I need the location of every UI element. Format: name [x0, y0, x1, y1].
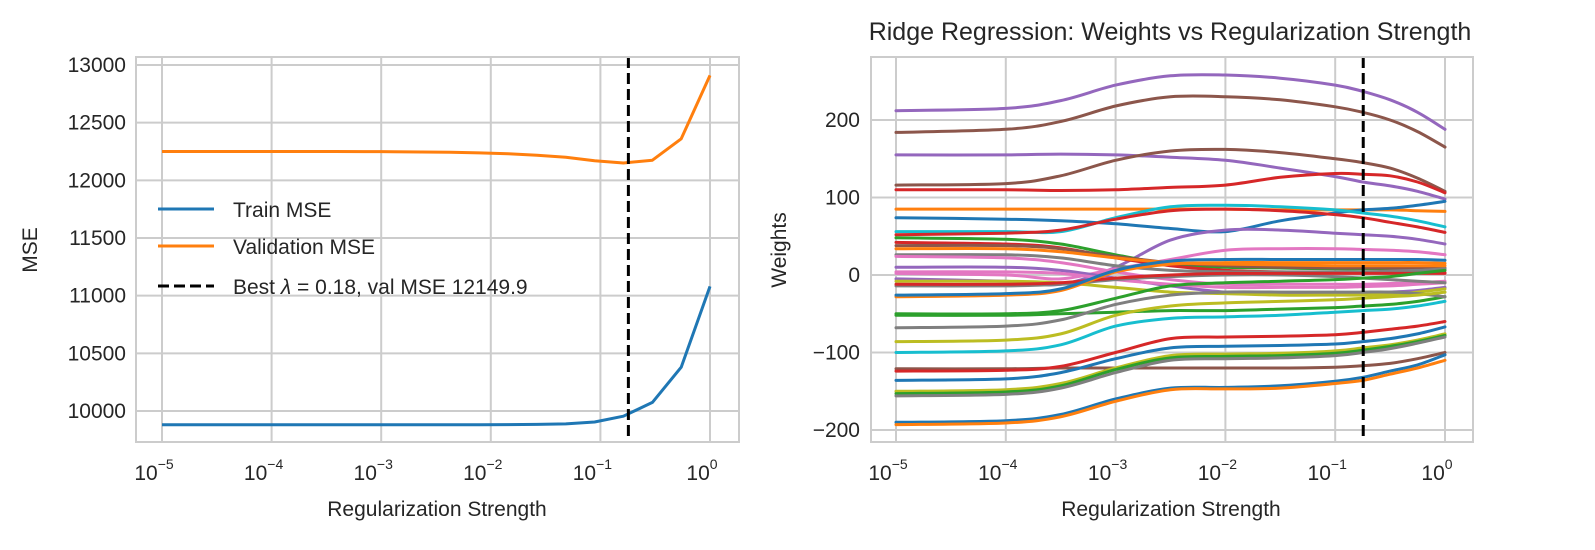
right-y-ticks: −200 −100 0 100 200: [813, 109, 860, 442]
y-tick-label: 0: [848, 264, 860, 287]
y-tick-label: 100: [825, 187, 860, 210]
x-tick-label: 10−1: [1308, 456, 1348, 485]
x-tick-label: 10−4: [244, 456, 284, 485]
weight-path-35: [894, 353, 1447, 424]
x-tick-label: 10−4: [978, 456, 1018, 485]
left-y-ticks: 10000 10500 11000 11500 12000 12500 13000: [68, 54, 126, 423]
y-tick-label: 200: [825, 109, 860, 132]
weight-path-14: [894, 246, 1447, 268]
x-tick-label: 10−3: [354, 456, 394, 485]
x-tick-label: 100: [686, 456, 717, 485]
weight-path-0: [894, 73, 1447, 131]
weight-path-23: [894, 257, 1447, 297]
weight-path-22: [894, 260, 1447, 299]
left-series: [162, 74, 712, 427]
left-x-ticks: 10−5 10−4 10−3 10−2 10−1 100: [134, 456, 717, 485]
x-tick-label: 10−3: [1088, 456, 1128, 485]
weight-path-31: [894, 325, 1447, 382]
legend-label-best: Best λ = 0.18, val MSE 12149.9: [233, 276, 528, 299]
right-y-axis-label: Weights: [768, 212, 791, 287]
weight-path-30: [894, 320, 1447, 373]
x-tick-label: 10−5: [868, 456, 908, 485]
weight-path-2: [894, 152, 1447, 201]
weight-path-18: [894, 270, 1447, 290]
legend-label-train: Train MSE: [233, 199, 331, 222]
weight-path-33: [894, 333, 1447, 396]
weight-path-24: [894, 268, 1447, 316]
right-chart-title: Ridge Regression: Weights vs Regularizat…: [869, 18, 1472, 46]
weight-path-4: [894, 171, 1447, 195]
weight-path-25: [894, 295, 1447, 317]
weight-path-26: [894, 290, 1447, 330]
y-tick-label: 10500: [68, 342, 126, 365]
y-tick-label: 11500: [69, 227, 126, 250]
left-x-axis-label: Regularization Strength: [327, 498, 546, 521]
weight-path-34: [894, 335, 1447, 398]
y-tick-label: 10000: [68, 400, 126, 423]
x-tick-label: 10−2: [1198, 456, 1238, 485]
y-tick-label: 13000: [68, 54, 126, 77]
right-axes-frame: [870, 56, 1474, 443]
y-tick-label: 11000: [69, 285, 126, 308]
left-y-axis-label: MSE: [19, 227, 42, 273]
weight-path-19: [894, 279, 1447, 297]
mse-chart: 10−5 10−4 10−3 10−2 10−1 100 1000010500110001…: [19, 54, 740, 521]
weight-path-8: [894, 207, 1447, 237]
left-axes-frame: [135, 56, 740, 443]
weight-path-16: [894, 254, 1447, 287]
weight-path-3: [894, 147, 1447, 193]
weight-path-36: [894, 358, 1447, 427]
y-tick-label: −100: [813, 342, 860, 365]
left-series-line-train: [162, 285, 712, 427]
right-x-axis-label: Regularization Strength: [1061, 498, 1280, 521]
y-tick-label: 12000: [68, 169, 126, 192]
x-tick-label: 100: [1421, 456, 1452, 485]
weight-path-21: [894, 271, 1447, 286]
weight-path-27: [894, 290, 1447, 344]
y-tick-label: −200: [813, 419, 860, 442]
right-x-ticks: 10−5 10−4 10−3 10−2 10−1 100: [868, 456, 1452, 485]
y-tick-label: 12500: [68, 112, 126, 135]
weight-path-10: [894, 247, 1447, 281]
left-grid: [136, 57, 739, 442]
weight-path-13: [894, 243, 1447, 270]
left-legend: Train MSE Validation MSE Best λ = 0.18, …: [158, 199, 528, 299]
weight-path-1: [894, 94, 1447, 149]
x-tick-label: 10−1: [573, 456, 613, 485]
x-tick-label: 10−2: [463, 456, 503, 485]
x-tick-label: 10−5: [134, 456, 174, 485]
weight-path-28: [894, 299, 1447, 354]
weights-chart: Ridge Regression: Weights vs Regularizat…: [768, 18, 1474, 521]
right-series: [894, 73, 1447, 427]
legend-label-validation: Validation MSE: [233, 236, 375, 259]
left-series-line-validation: [162, 74, 712, 165]
